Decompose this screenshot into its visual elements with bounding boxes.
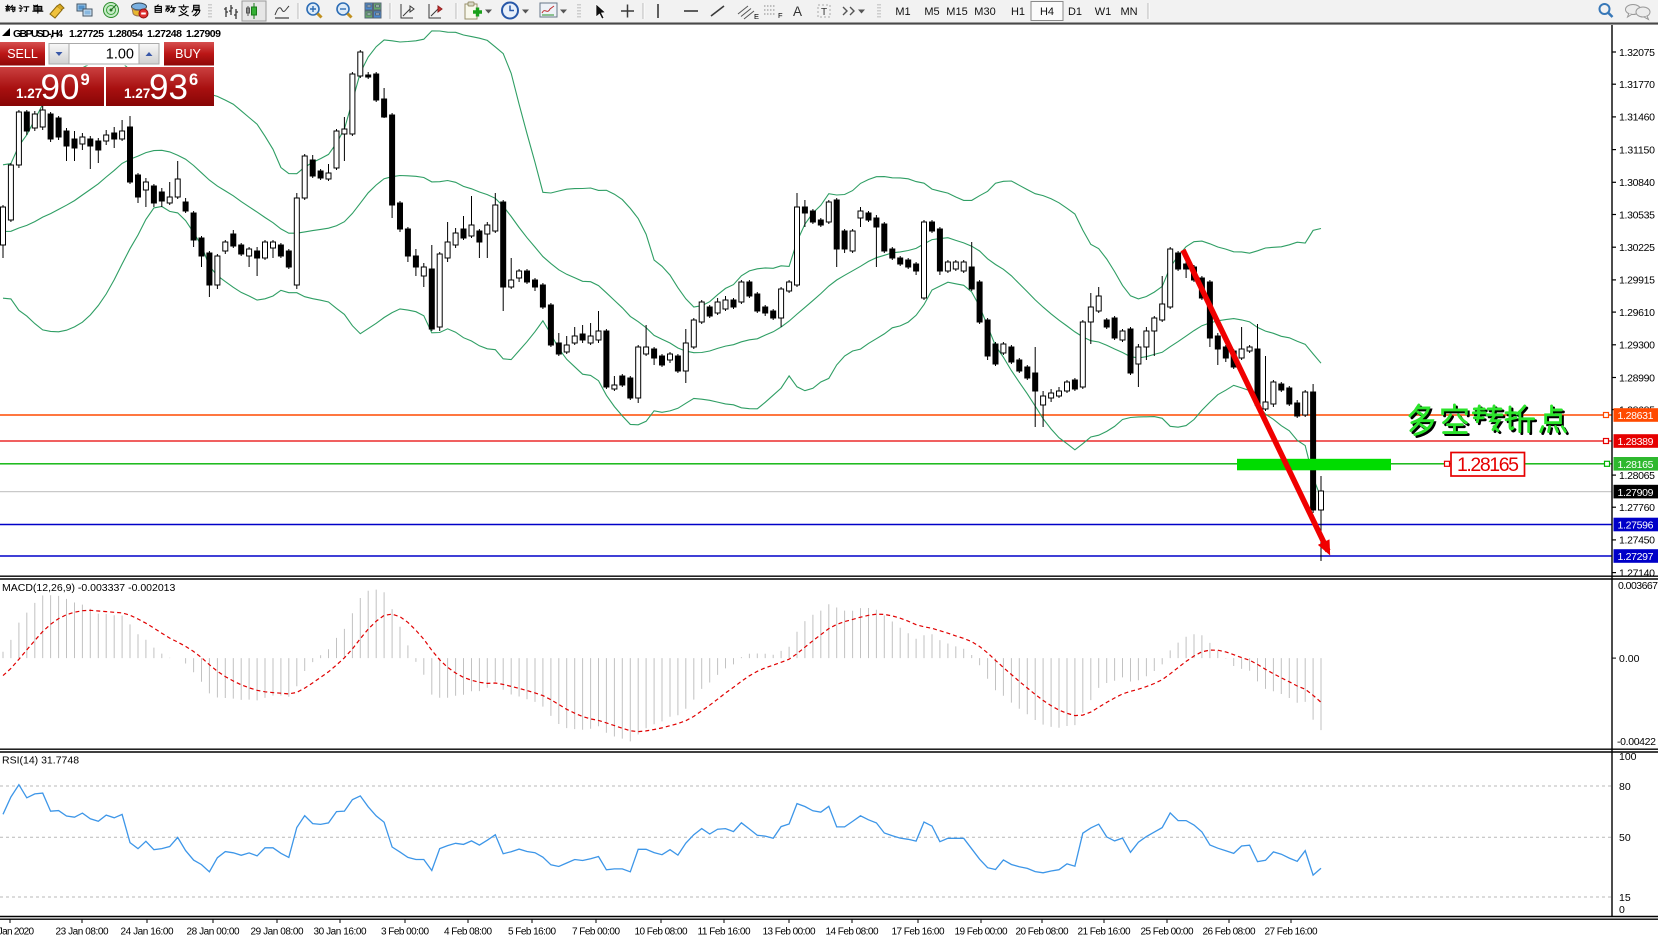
svg-text:25 Feb 00:00: 25 Feb 00:00	[1141, 927, 1194, 938]
svg-text:MN: MN	[1120, 6, 1137, 18]
svg-text:1.30225: 1.30225	[1619, 242, 1655, 254]
svg-text:28 Jan 00:00: 28 Jan 00:00	[187, 927, 240, 938]
svg-text:1.28389: 1.28389	[1618, 436, 1654, 448]
svg-text:90: 90	[41, 68, 80, 106]
svg-text:H4: H4	[1040, 6, 1054, 18]
svg-text:M15: M15	[946, 6, 967, 18]
svg-text:1.28065: 1.28065	[1619, 470, 1655, 482]
svg-text:1.29610: 1.29610	[1619, 307, 1655, 319]
svg-text:1.27297: 1.27297	[1618, 551, 1654, 563]
svg-text:1.27725: 1.27725	[69, 28, 104, 40]
svg-text:1.31150: 1.31150	[1619, 144, 1655, 156]
svg-text:20 Feb 08:00: 20 Feb 08:00	[1016, 927, 1069, 938]
svg-text:26 Feb 08:00: 26 Feb 08:00	[1203, 927, 1256, 938]
svg-text:17 Feb 16:00: 17 Feb 16:00	[892, 927, 945, 938]
svg-text:1.27: 1.27	[124, 86, 150, 101]
svg-text:1.31770: 1.31770	[1619, 79, 1655, 91]
svg-text:GBPUSD-,H4: GBPUSD-,H4	[13, 28, 63, 40]
svg-text:RSI(14) 31.7748: RSI(14) 31.7748	[2, 755, 79, 767]
svg-text:1.27909: 1.27909	[186, 28, 221, 40]
svg-text:1.28165: 1.28165	[1457, 454, 1519, 476]
svg-text:MACD(12,26,9) -0.003337 -0.002: MACD(12,26,9) -0.003337 -0.002013	[2, 582, 176, 594]
svg-text:0.00: 0.00	[1619, 653, 1640, 665]
svg-text:15: 15	[1619, 892, 1631, 904]
svg-text:H1: H1	[1011, 6, 1025, 18]
svg-text:A: A	[793, 4, 802, 19]
svg-text:93: 93	[149, 68, 188, 106]
svg-text:M1: M1	[895, 6, 910, 18]
svg-text:D1: D1	[1068, 6, 1082, 18]
svg-text:SELL: SELL	[7, 47, 38, 61]
svg-text:1.28165: 1.28165	[1618, 459, 1654, 471]
svg-text:1.27909: 1.27909	[1618, 487, 1654, 499]
svg-text:1.32075: 1.32075	[1619, 47, 1655, 59]
svg-text:1.30535: 1.30535	[1619, 209, 1655, 221]
svg-text:100: 100	[1619, 751, 1637, 763]
svg-text:E: E	[754, 12, 759, 21]
svg-text:M30: M30	[974, 6, 995, 18]
svg-text:1.27248: 1.27248	[147, 28, 182, 40]
svg-text:BUY: BUY	[175, 47, 201, 61]
svg-text:21 Feb 16:00: 21 Feb 16:00	[1078, 927, 1131, 938]
svg-text:11 Feb 16:00: 11 Feb 16:00	[698, 927, 751, 938]
svg-text:1.31460: 1.31460	[1619, 112, 1655, 124]
svg-text:13 Feb 00:00: 13 Feb 00:00	[763, 927, 816, 938]
svg-text:1.27140: 1.27140	[1619, 567, 1655, 579]
svg-text:1.28054: 1.28054	[108, 28, 143, 40]
svg-text:27 Feb 16:00: 27 Feb 16:00	[1265, 927, 1318, 938]
svg-text:1.00: 1.00	[106, 47, 134, 63]
svg-text:1.28631: 1.28631	[1618, 410, 1654, 422]
svg-text:-0.00422: -0.00422	[1617, 736, 1656, 748]
svg-text:30 Jan 16:00: 30 Jan 16:00	[314, 927, 367, 938]
svg-text:1.29915: 1.29915	[1619, 275, 1655, 287]
svg-text:5 Feb 16:00: 5 Feb 16:00	[508, 927, 556, 938]
svg-text:9: 9	[81, 71, 90, 89]
svg-text:1.27450: 1.27450	[1619, 535, 1655, 547]
svg-text:1.29300: 1.29300	[1619, 340, 1655, 352]
svg-text:T: T	[821, 7, 827, 18]
svg-text:3 Feb 00:00: 3 Feb 00:00	[381, 927, 429, 938]
svg-text:29 Jan 08:00: 29 Jan 08:00	[251, 927, 304, 938]
svg-text:19 Feb 00:00: 19 Feb 00:00	[955, 927, 1008, 938]
svg-text:1.28990: 1.28990	[1619, 372, 1655, 384]
svg-text:22 Jan 2020: 22 Jan 2020	[0, 927, 34, 938]
svg-text:1.30840: 1.30840	[1619, 177, 1655, 189]
svg-text:50: 50	[1619, 832, 1631, 844]
svg-text:7 Feb 00:00: 7 Feb 00:00	[572, 927, 620, 938]
svg-text:1.27596: 1.27596	[1618, 520, 1654, 532]
svg-text:23 Jan 08:00: 23 Jan 08:00	[56, 927, 109, 938]
svg-text:10 Feb 08:00: 10 Feb 08:00	[635, 927, 688, 938]
svg-text:14 Feb 08:00: 14 Feb 08:00	[826, 927, 879, 938]
svg-text:0.003667: 0.003667	[1618, 580, 1658, 592]
svg-text:6: 6	[189, 71, 198, 89]
svg-text:0: 0	[1619, 904, 1625, 916]
svg-text:M5: M5	[924, 6, 939, 18]
svg-text:W1: W1	[1095, 6, 1112, 18]
svg-text:1.27760: 1.27760	[1619, 502, 1655, 514]
svg-text:80: 80	[1619, 781, 1631, 793]
svg-text:F: F	[778, 11, 783, 20]
svg-text:24 Jan 16:00: 24 Jan 16:00	[121, 927, 174, 938]
svg-text:4 Feb 08:00: 4 Feb 08:00	[444, 927, 492, 938]
svg-text:1.27: 1.27	[16, 86, 42, 101]
